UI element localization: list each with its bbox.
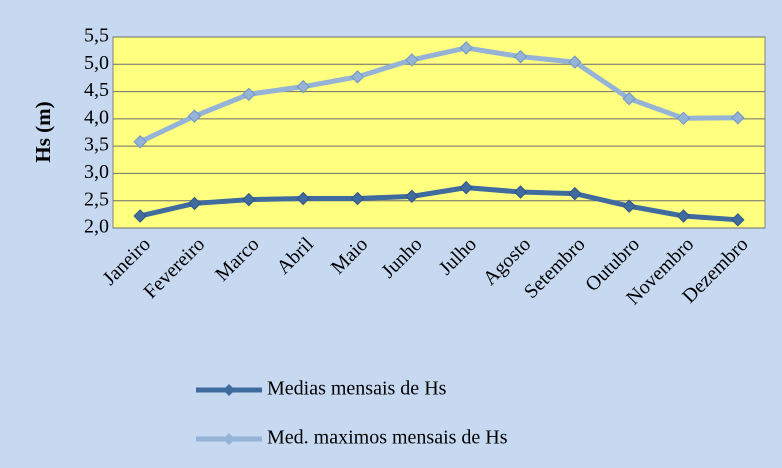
series-line	[139, 45, 738, 145]
legend-label: Med. maximos mensais de Hs	[267, 427, 508, 449]
marker	[350, 70, 365, 84]
y-tick-label: 4,0	[84, 106, 109, 128]
marker	[622, 199, 636, 213]
marker	[459, 180, 473, 195]
marker	[296, 79, 310, 94]
legend-marker	[223, 433, 235, 445]
legend-label: Medias mensais de Hs	[267, 378, 447, 400]
marker	[133, 135, 147, 149]
marker	[568, 55, 582, 69]
marker	[513, 49, 528, 64]
marker	[133, 209, 147, 223]
plot-area	[112, 36, 766, 229]
marker	[622, 91, 636, 106]
y-tick-label: 3,0	[84, 161, 109, 183]
marker	[676, 111, 691, 126]
marker	[731, 111, 745, 125]
marker	[459, 41, 473, 55]
marker	[676, 209, 691, 223]
y-tick-label: 2,0	[84, 216, 109, 238]
y-tick-label: 5,0	[84, 52, 109, 74]
y-tick-label: 5,5	[84, 25, 109, 47]
marker	[296, 191, 310, 206]
marker	[513, 185, 528, 199]
series-line	[139, 185, 739, 223]
marker	[568, 186, 582, 201]
legend-marker	[223, 384, 235, 396]
marker	[731, 213, 745, 227]
marker	[350, 191, 365, 206]
marker	[187, 109, 202, 123]
y-tick-label: 2,5	[84, 188, 109, 210]
marker	[242, 192, 256, 207]
y-tick-label: 4,5	[84, 79, 109, 101]
marker	[405, 53, 419, 67]
y-axis-label: Hs (m)	[31, 101, 55, 162]
marker	[242, 87, 256, 102]
marker	[405, 189, 419, 204]
marker	[187, 196, 202, 211]
y-tick-label: 3,5	[84, 134, 109, 156]
